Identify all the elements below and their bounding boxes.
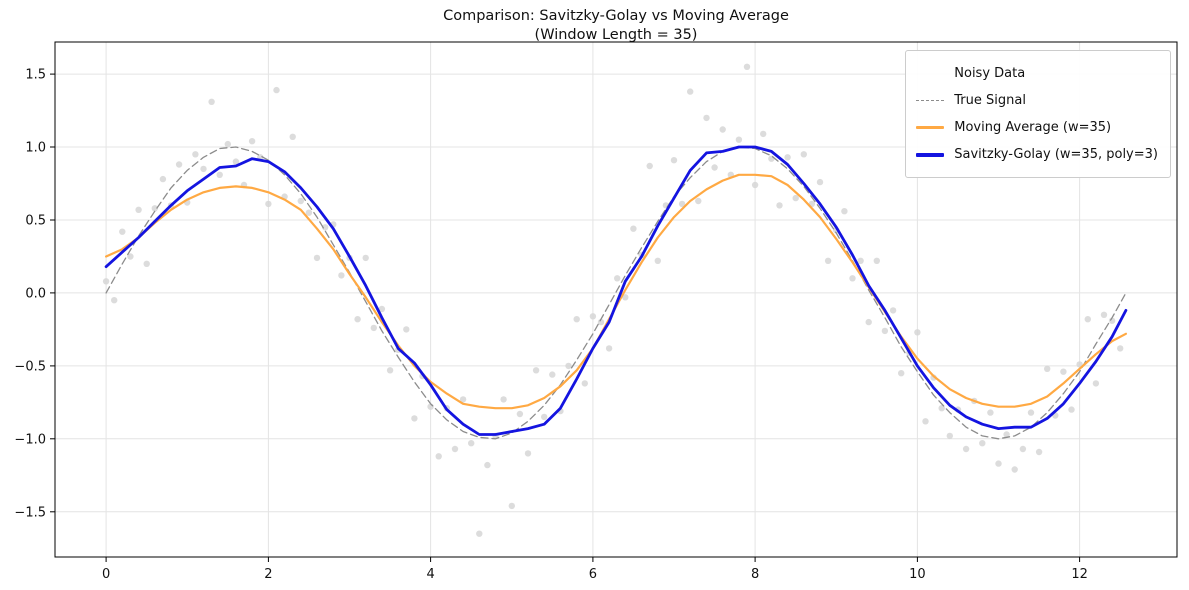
svg-text:2: 2 xyxy=(264,567,272,582)
legend-item-noisy-data: Noisy Data xyxy=(916,60,1158,87)
legend-label-savitzky-golay: Savitzky-Golay (w=35, poly=3) xyxy=(954,147,1158,162)
legend-label-moving-average: Moving Average (w=35) xyxy=(954,120,1112,135)
svg-text:4: 4 xyxy=(426,567,434,582)
dashed-line-icon xyxy=(916,100,945,101)
svg-text:−1.5: −1.5 xyxy=(14,505,46,520)
chart-title-block: Comparison: Savitzky-Golay vs Moving Ave… xyxy=(55,7,1177,44)
svg-text:0.5: 0.5 xyxy=(25,214,46,229)
legend-label-true-signal: True Signal xyxy=(954,93,1026,108)
legend-label-noisy-data: Noisy Data xyxy=(954,66,1026,81)
solid-line-icon xyxy=(916,126,945,129)
chart-title: Comparison: Savitzky-Golay vs Moving Ave… xyxy=(443,8,789,24)
svg-text:10: 10 xyxy=(909,567,926,582)
axis-ticks: 0 2 4 6 8 10 12 −1.5 −1.0 −0.5 0.0 0.5 1.0 1.5 xyxy=(14,68,1087,582)
thick-line-icon xyxy=(916,152,945,157)
svg-text:6: 6 xyxy=(589,567,597,582)
svg-text:1.0: 1.0 xyxy=(25,141,46,156)
svg-text:−0.5: −0.5 xyxy=(14,359,46,374)
svg-text:−1.0: −1.0 xyxy=(14,432,46,447)
legend-item-true-signal: True Signal xyxy=(916,87,1158,114)
svg-text:0.0: 0.0 xyxy=(25,286,46,301)
chart-subtitle: (Window Length = 35) xyxy=(534,26,698,43)
svg-text:1.5: 1.5 xyxy=(25,68,46,83)
svg-text:12: 12 xyxy=(1071,567,1088,582)
svg-text:8: 8 xyxy=(751,567,759,582)
noisy-data-points xyxy=(102,63,1124,537)
savitzky-golay-line xyxy=(104,145,1128,436)
svg-text:0: 0 xyxy=(102,567,110,582)
axes-spines xyxy=(54,41,1178,558)
legend-item-savitzky-golay: Savitzky-Golay (w=35, poly=3) xyxy=(916,141,1158,168)
legend: Noisy Data True Signal Moving Average (w… xyxy=(905,50,1171,178)
legend-item-moving-average: Moving Average (w=35) xyxy=(916,114,1158,141)
